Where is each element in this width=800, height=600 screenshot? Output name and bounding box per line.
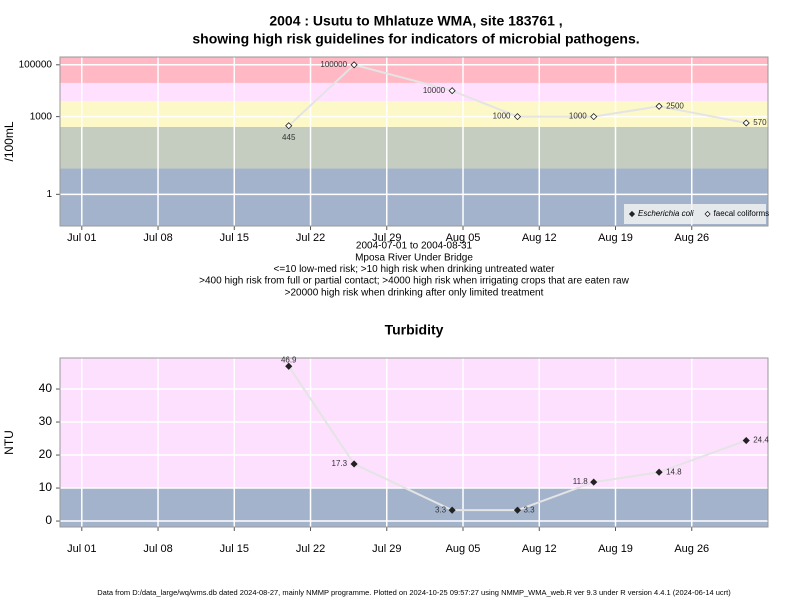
footer: Data from D:/data_large/wq/wms.db dated … [97, 588, 731, 597]
data-label: 46.9 [281, 355, 297, 364]
x-tick-label: Aug 26 [674, 232, 709, 244]
x-tick-label: Jul 01 [67, 543, 96, 555]
data-point [350, 61, 358, 69]
data-label: 10000 [423, 86, 446, 95]
data-label: 1000 [493, 112, 511, 121]
data-point [742, 119, 750, 127]
chart-title: Turbidity [385, 322, 444, 338]
x-tick-label: Aug 12 [522, 232, 557, 244]
data-point [285, 122, 293, 130]
y-tick-label: 20 [39, 447, 53, 461]
risk-band [60, 101, 768, 127]
x-tick-label: Jul 15 [220, 232, 249, 244]
y-axis-label: /100mL [2, 121, 16, 161]
data-label: 445 [282, 133, 296, 142]
x-tick-label: Jul 22 [296, 543, 325, 555]
y-axis-label: NTU [2, 430, 16, 455]
data-label: 1000 [569, 112, 587, 121]
data-point [448, 87, 456, 95]
data-label: 14.8 [666, 467, 682, 476]
data-label: 570 [753, 118, 767, 127]
y-tick-label: 40 [39, 381, 53, 395]
data-label: 3.3 [435, 505, 447, 514]
legend-marker [628, 210, 636, 218]
data-point [513, 113, 522, 121]
y-tick-label: 30 [39, 414, 53, 428]
x-tick-label: Jul 15 [220, 543, 249, 555]
legend-label: faecal coliforms [714, 209, 770, 218]
x-tick-label: Aug 05 [446, 232, 481, 244]
y-tick-label: 1 [46, 189, 52, 200]
y-tick-label: 0 [45, 513, 52, 527]
chart-note: <=10 low-med risk; >10 high risk when dr… [274, 264, 556, 275]
data-label: 17.3 [332, 459, 348, 468]
x-tick-label: Jul 08 [143, 543, 172, 555]
x-tick-label: Aug 19 [598, 543, 633, 555]
data-point [655, 468, 663, 476]
risk-band [60, 82, 768, 102]
y-tick-label: 100000 [19, 59, 53, 70]
data-point [590, 113, 598, 121]
x-tick-label: Aug 19 [598, 232, 633, 244]
y-tick-label: 10 [39, 480, 53, 494]
data-point [513, 506, 522, 514]
x-tick-label: Aug 05 [446, 543, 481, 555]
legend-label: Escherichia coli [638, 209, 694, 218]
x-tick-label: Jul 29 [372, 543, 401, 555]
risk-band [60, 57, 768, 83]
data-label: 11.8 [573, 477, 589, 486]
data-label: 24.4 [753, 436, 769, 445]
risk-band [60, 126, 768, 169]
x-tick-label: Jul 01 [67, 232, 96, 244]
x-tick-label: Jul 08 [143, 232, 172, 244]
chart-title: 2004 : Usutu to Mhlatuze WMA, site 18376… [269, 13, 562, 29]
data-label: 2500 [666, 101, 684, 110]
y-tick-label: 1000 [30, 111, 53, 122]
chart-subtitle: showing high risk guidelines for indicat… [192, 31, 639, 47]
legend-box [624, 204, 766, 224]
plot-border [59, 56, 769, 227]
risk-band [60, 358, 768, 489]
x-tick-label: Jul 22 [296, 232, 325, 244]
data-label: 100000 [320, 60, 347, 69]
chart-note: >400 high risk from full or partial cont… [199, 276, 629, 287]
data-point [285, 362, 293, 370]
chart-note: 2004-07-01 to 2004-08-31 [356, 241, 473, 252]
data-label: 3.3 [523, 505, 535, 514]
x-tick-label: Jul 29 [372, 232, 401, 244]
x-tick-label: Aug 12 [522, 543, 557, 555]
chart-note: Mposa River Under Bridge [355, 252, 473, 263]
data-point [742, 436, 750, 445]
data-point [590, 478, 598, 486]
legend-marker [704, 210, 711, 218]
data-point [350, 460, 358, 468]
x-tick-label: Aug 26 [674, 543, 709, 555]
data-point [655, 102, 663, 110]
data-point [448, 506, 456, 514]
plot-border [59, 357, 769, 528]
chart-note: >20000 high risk when drinking after onl… [285, 287, 544, 298]
